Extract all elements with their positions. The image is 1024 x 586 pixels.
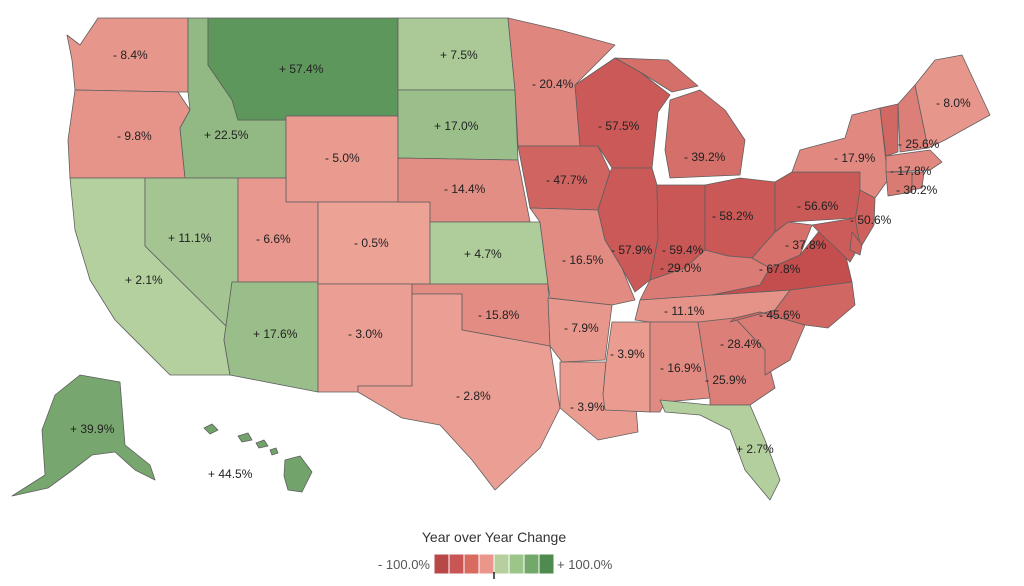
label-ga: - 25.9% — [705, 373, 747, 387]
legend-swatch — [433, 553, 450, 575]
label-me: - 8.0% — [936, 96, 971, 110]
label-ny: - 17.9% — [834, 151, 876, 165]
label-al: - 16.9% — [660, 361, 702, 375]
state-mi[interactable] — [614, 57, 746, 179]
label-ne: - 14.4% — [444, 182, 486, 196]
label-ct: - 30.2% — [896, 183, 938, 197]
legend-swatch — [478, 553, 495, 575]
label-fl: + 2.7% — [736, 442, 774, 456]
label-nv: + 11.1% — [168, 231, 212, 245]
state-de[interactable] — [849, 231, 863, 256]
label-id: + 22.5% — [204, 128, 249, 142]
states-layer — [11, 17, 991, 501]
label-hi: + 44.5% — [208, 467, 253, 481]
state-fl[interactable] — [659, 399, 781, 501]
label-nm: - 3.0% — [348, 327, 383, 341]
label-tn: - 11.1% — [664, 304, 705, 318]
legend-swatch — [493, 553, 510, 575]
label-tx: - 2.8% — [456, 389, 491, 403]
label-az: + 17.6% — [253, 327, 298, 341]
state-ms[interactable] — [602, 321, 651, 413]
label-mi: - 39.2% — [684, 150, 726, 164]
legend-min-label: - 100.0% — [378, 557, 430, 572]
legend-swatch — [538, 553, 555, 575]
label-ks: + 4.7% — [464, 247, 502, 261]
label-ak: + 39.9% — [70, 422, 115, 436]
label-ca: + 2.1% — [125, 273, 163, 287]
label-ut: - 6.6% — [256, 232, 291, 246]
label-in: - 59.4% — [662, 243, 704, 257]
label-wy: - 5.0% — [325, 151, 360, 165]
legend-swatch — [463, 553, 480, 575]
legend-swatches — [433, 553, 555, 575]
label-mt: + 57.4% — [279, 62, 324, 76]
label-ma: - 17.8% — [890, 164, 932, 178]
state-ar[interactable] — [547, 297, 613, 363]
label-sd: + 17.0% — [434, 119, 479, 133]
label-la: - 3.9% — [570, 400, 605, 414]
label-sc: - 28.4% — [720, 337, 762, 351]
state-md[interactable] — [811, 217, 861, 263]
state-il[interactable] — [597, 167, 659, 293]
label-wa: - 8.4% — [113, 48, 148, 62]
legend-swatch — [448, 553, 465, 575]
state-tx[interactable] — [357, 293, 561, 491]
state-ri[interactable] — [911, 171, 925, 191]
label-pa: - 56.6% — [797, 199, 839, 213]
label-mn: - 20.4% — [532, 77, 574, 91]
state-ma[interactable] — [885, 149, 943, 173]
label-mo: - 16.5% — [562, 253, 604, 267]
state-me[interactable] — [914, 54, 991, 149]
legend-max-label: + 100.0% — [557, 557, 613, 572]
state-ak[interactable] — [11, 374, 156, 497]
label-wi: - 57.5% — [598, 119, 640, 133]
label-nd: + 7.5% — [440, 48, 478, 62]
legend-swatch — [508, 553, 525, 575]
legend-title: Year over Year Change — [422, 529, 566, 545]
label-nj: - 50.6% — [850, 213, 892, 227]
label-ok: - 15.8% — [478, 308, 520, 322]
label-ky: - 29.0% — [660, 261, 702, 275]
label-ia: - 47.7% — [546, 173, 588, 187]
label-wv: - 37.8% — [785, 238, 827, 252]
label-co: - 0.5% — [354, 236, 389, 250]
label-or: - 9.8% — [117, 129, 152, 143]
state-ct[interactable] — [885, 171, 913, 197]
state-hi[interactable] — [203, 423, 313, 493]
legend: Year over Year Change - 100.0% + 100.0% — [378, 529, 613, 579]
label-oh: - 58.2% — [712, 209, 754, 223]
legend-swatch — [523, 553, 540, 575]
label-il: - 57.9% — [611, 243, 653, 257]
state-ny[interactable] — [791, 107, 889, 199]
label-ms: - 3.9% — [610, 347, 645, 361]
state-vt[interactable] — [879, 103, 899, 157]
label-va: - 67.8% — [759, 262, 801, 276]
label-nc: - 45.6% — [759, 308, 801, 322]
label-nh: - 25.6% — [898, 137, 940, 151]
labels-layer: - 8.4% - 9.8% + 2.1% + 22.5% + 11.1% + 5… — [70, 48, 971, 481]
label-ar: - 7.9% — [564, 321, 599, 335]
